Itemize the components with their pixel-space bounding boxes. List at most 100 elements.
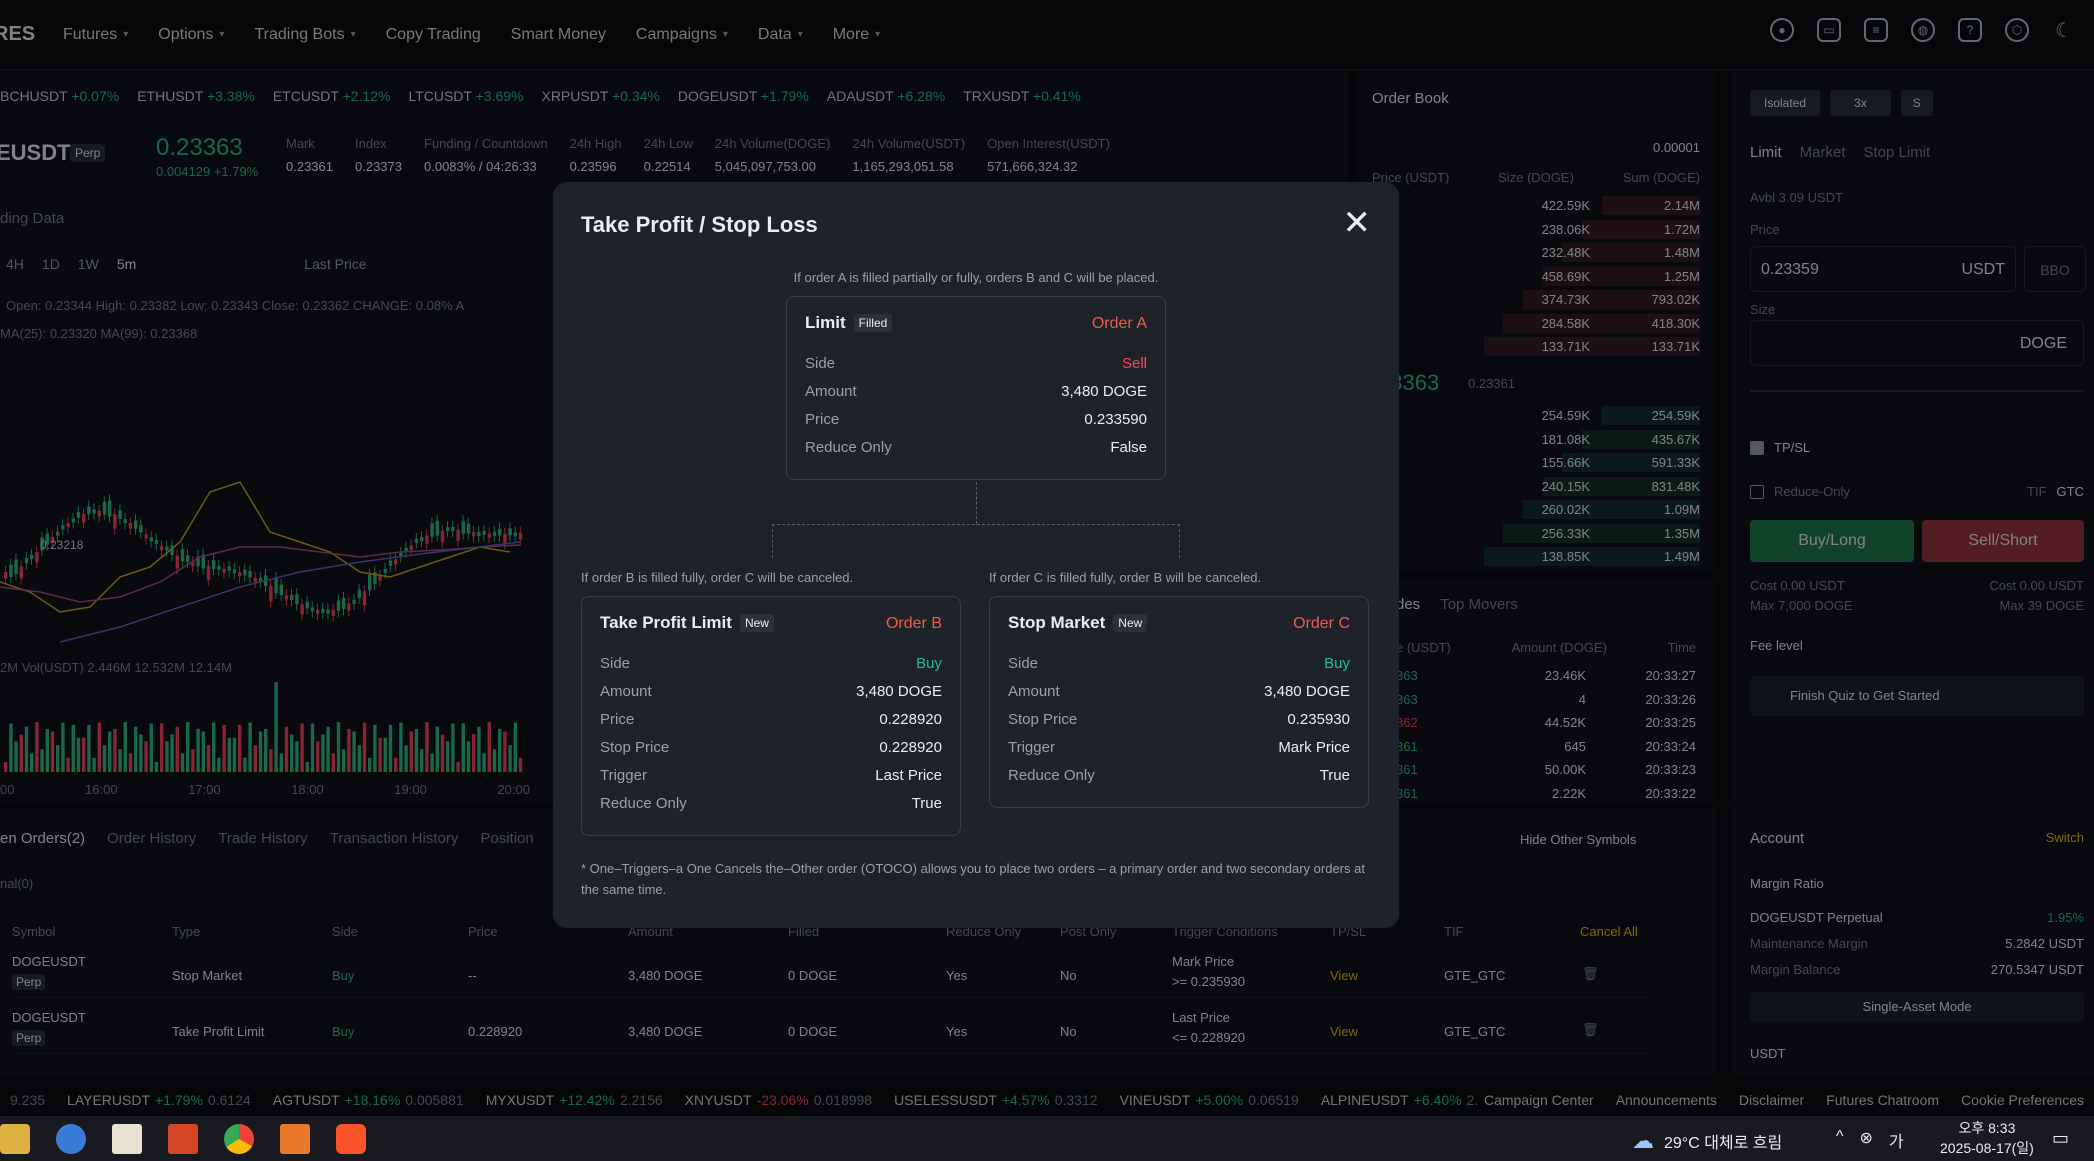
help-icon[interactable]: ? — [1958, 18, 1982, 42]
brave-icon[interactable] — [336, 1123, 366, 1154]
link-futures-chatroom[interactable]: Futures Chatroom — [1826, 1092, 1940, 1108]
tab-top-movers[interactable]: Top Movers — [1440, 596, 1518, 613]
orders-subtab[interactable]: nal(0) — [0, 876, 34, 891]
fee-level-link[interactable]: Fee level — [1750, 638, 1803, 653]
buy-long-button[interactable]: Buy/Long — [1750, 520, 1914, 562]
app-icon[interactable] — [0, 1123, 30, 1154]
ime-icon[interactable]: 가 — [1888, 1134, 1904, 1151]
powerpoint-icon[interactable] — [168, 1123, 198, 1154]
tick-size-select[interactable]: 0.00001 — [1653, 140, 1700, 155]
settings-icon[interactable]: ⬡ — [2005, 18, 2029, 42]
close-icon[interactable]: ✕ — [1342, 204, 1372, 242]
notification-icon[interactable]: ▭ — [2052, 1128, 2070, 1148]
app-icon[interactable] — [56, 1123, 86, 1154]
switch-button[interactable]: Switch — [2045, 830, 2084, 845]
candlestick-chart[interactable] — [0, 342, 540, 742]
app-icon[interactable] — [112, 1123, 142, 1154]
position-mode-button[interactable]: S — [1900, 90, 1933, 116]
tab-stop-limit[interactable]: Stop Limit — [1863, 144, 1931, 161]
interval-1w[interactable]: 1W — [77, 256, 99, 272]
tray-icon[interactable]: ⊗ — [1859, 1130, 1873, 1147]
orders-icon[interactable]: ≡ — [1864, 18, 1888, 42]
footer-ticker-item[interactable]: USELESSUSDT +4.57% 0.3312 — [894, 1092, 1098, 1108]
footer-ticker-item[interactable]: XNYUSDT -23.06% 0.018998 — [684, 1092, 873, 1108]
app-icon[interactable] — [280, 1123, 310, 1154]
price-input[interactable]: 0.23359 USDT — [1750, 246, 2016, 292]
nav-more[interactable]: More ▾ — [832, 25, 881, 43]
ticker-item[interactable]: ETCUSDT +2.12% — [272, 88, 391, 104]
reduce-only-checkbox[interactable]: Reduce-Only — [1750, 484, 1850, 499]
theme-moon-icon[interactable]: ☾ — [2055, 19, 2073, 42]
nav-futures[interactable]: Futures ▾ — [63, 25, 129, 43]
footer-ticker-item[interactable]: MYXUSDT +12.42% 2.2156 — [485, 1092, 663, 1108]
interval-5m[interactable]: 5m — [116, 256, 137, 272]
ticker-item[interactable]: TRXUSDT +0.41% — [963, 88, 1081, 104]
footer-ticker-item[interactable]: AGTUSDT +18.16% 0.005881 — [272, 1092, 464, 1108]
ticker-item[interactable]: ADAUSDT +6.28% — [826, 88, 946, 104]
link-disclaimer[interactable]: Disclaimer — [1738, 1092, 1805, 1108]
trash-icon[interactable]: 🗑 — [1582, 1022, 1599, 1037]
footer-ticker-item[interactable]: LAYERUSDT +1.79% 0.6124 — [67, 1092, 251, 1108]
quiz-button[interactable]: Finish Quiz to Get Started — [1750, 676, 2084, 716]
wallet-icon[interactable]: ▭ — [1817, 18, 1841, 42]
leverage-button[interactable]: 3x — [1830, 90, 1891, 116]
tab-order-history[interactable]: Order History — [107, 830, 197, 847]
order-b-card: Take Profit Limit New Order B Side Buy Amo… — [581, 596, 961, 836]
nav-smart-money[interactable]: Smart Money — [510, 25, 606, 43]
nav-copy-trading[interactable]: Copy Trading — [385, 25, 481, 43]
symbol-name[interactable]: EUSDT — [0, 140, 71, 165]
interval-4h[interactable]: 4H — [6, 256, 24, 272]
cell-tpsl[interactable]: View — [1330, 968, 1358, 983]
tpsl-checkbox[interactable]: TP/SL — [1750, 440, 1810, 455]
clock[interactable]: 오후 8:33 2025-08-17(일) — [1940, 1120, 2034, 1156]
ticker-item[interactable]: BCHUSDT +0.07% — [0, 88, 120, 104]
volume-bar — [513, 722, 517, 772]
cancel-all-button[interactable]: Cancel All — [1580, 924, 1638, 939]
nav-data[interactable]: Data ▾ — [757, 25, 803, 43]
tab-limit[interactable]: Limit — [1750, 144, 1782, 161]
link-campaign-center[interactable]: Campaign Center — [1483, 1092, 1594, 1108]
tab-open-orders[interactable]: en Orders(2) — [0, 830, 86, 847]
hide-other-symbols-checkbox[interactable]: Hide Other Symbols — [1520, 832, 1637, 847]
trash-icon[interactable]: 🗑 — [1582, 966, 1599, 981]
brand-logo[interactable]: RES — [0, 23, 36, 45]
footer-ticker-item[interactable]: VINEUSDT +5.00% 0.06519 — [1119, 1092, 1299, 1108]
link-announcements[interactable]: Announcements — [1615, 1092, 1717, 1108]
asset-select[interactable]: USDT — [1750, 1046, 1786, 1061]
ticker-item[interactable]: DOGEUSDT +1.79% — [677, 88, 809, 104]
weather-widget[interactable]: ☁ 29°C 대체로 흐림 — [1632, 1128, 1783, 1153]
price-type-select[interactable]: Last Price — [304, 256, 367, 272]
footer-ticker-item[interactable]: ALPINEUSDT +6.40% 2. — [1320, 1092, 1479, 1108]
volume-bar — [232, 737, 237, 772]
link-cookie-preferences[interactable]: Cookie Preferences — [1961, 1092, 2084, 1108]
nav-options[interactable]: Options ▾ — [158, 25, 225, 43]
tab-trade-history[interactable]: Trade History — [218, 830, 308, 847]
tab-market[interactable]: Market — [1799, 144, 1846, 161]
sell-short-button[interactable]: Sell/Short — [1922, 520, 2084, 562]
ticker-item[interactable]: XRPUSDT +0.34% — [541, 88, 660, 104]
footer-ticker-item[interactable]: 9.235 — [10, 1092, 46, 1108]
nav-campaigns[interactable]: Campaigns ▾ — [635, 25, 728, 43]
cell-tpsl[interactable]: View — [1330, 1024, 1358, 1039]
order-c-row: Amount 3,480 DOGE — [1008, 683, 1350, 700]
size-input[interactable]: DOGE — [1750, 320, 2084, 366]
bbo-button[interactable]: BBO — [2024, 246, 2086, 292]
tab-position[interactable]: Position — [480, 830, 534, 847]
ticker-item[interactable]: LTCUSDT +3.69% — [408, 88, 524, 104]
nav-trading-bots[interactable]: Trading Bots ▾ — [254, 25, 356, 43]
margin-mode-button[interactable]: Isolated — [1750, 90, 1821, 116]
tab-trades[interactable]: des — [1396, 596, 1421, 613]
size-slider[interactable] — [1750, 390, 2084, 392]
globe-icon[interactable]: ◍ — [1911, 18, 1935, 42]
user-icon[interactable]: ● — [1770, 18, 1794, 42]
tab-transaction-history[interactable]: Transaction History — [329, 830, 459, 847]
single-asset-mode-button[interactable]: Single-Asset Mode — [1750, 992, 2084, 1022]
tif-select[interactable]: TIF GTC — [2027, 484, 2084, 499]
chrome-icon[interactable] — [224, 1123, 254, 1154]
ticker-item[interactable]: ETHUSDT +3.38% — [137, 88, 255, 104]
chevron-up-icon[interactable]: ^ — [1836, 1128, 1844, 1145]
interval-1d[interactable]: 1D — [41, 256, 60, 272]
